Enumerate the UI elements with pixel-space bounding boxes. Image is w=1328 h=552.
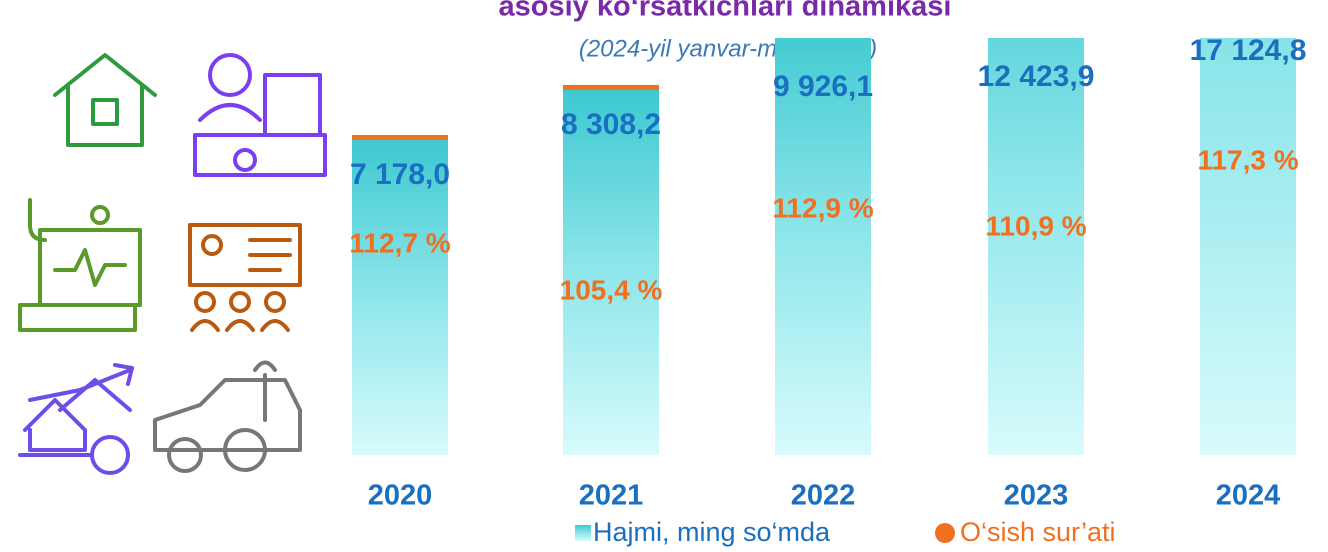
- growth-label: 105,4 %: [560, 274, 663, 305]
- education-icon: [188, 223, 302, 332]
- labels: 7 178,0 112,7 % 2020 8 308,2 105,4 % 2021 9 92…: [349, 34, 1306, 512]
- growth-label: 112,9 %: [772, 192, 873, 223]
- shop-icon: [193, 53, 327, 177]
- bar: [563, 86, 659, 455]
- chart-title: asosiy ko‘rsatkichlari dinamikasi: [499, 0, 952, 23]
- bar-value-label: 7 178,0: [350, 158, 450, 191]
- bar: [988, 38, 1084, 456]
- bar-value-label: 8 308,2: [561, 108, 661, 141]
- realestate-icon: [18, 363, 134, 475]
- x-tick-label: 2022: [791, 480, 856, 512]
- growth-cap: [352, 135, 448, 141]
- legend: Hajmi, ming so‘mda O‘sish sur’ati: [575, 517, 1116, 547]
- house-icon: [53, 53, 157, 147]
- growth-label: 112,7 %: [349, 227, 450, 258]
- bar: [775, 38, 871, 455]
- legend-swatch: [935, 523, 955, 543]
- x-tick-label: 2023: [1004, 480, 1069, 512]
- x-tick-label: 2024: [1216, 480, 1281, 512]
- growth-label: 117,3 %: [1197, 144, 1298, 175]
- bar-value-label: 12 423,9: [978, 60, 1095, 93]
- plot-area: [352, 38, 1296, 456]
- legend-swatch: [575, 525, 591, 541]
- x-tick-label: 2021: [579, 480, 644, 512]
- auto-icon: [153, 360, 302, 473]
- bar: [1200, 38, 1296, 456]
- bar-value-label: 17 124,8: [1190, 34, 1307, 67]
- legend-label: O‘sish sur’ati: [960, 517, 1116, 547]
- bar: [352, 137, 448, 456]
- growth-label: 110,9 %: [985, 210, 1086, 241]
- icons: [18, 53, 327, 475]
- legend-label: Hajmi, ming so‘mda: [593, 517, 831, 547]
- growth-cap: [563, 84, 659, 90]
- medical-icon: [18, 198, 142, 332]
- x-tick-label: 2020: [368, 480, 433, 512]
- bar-value-label: 9 926,1: [773, 70, 873, 103]
